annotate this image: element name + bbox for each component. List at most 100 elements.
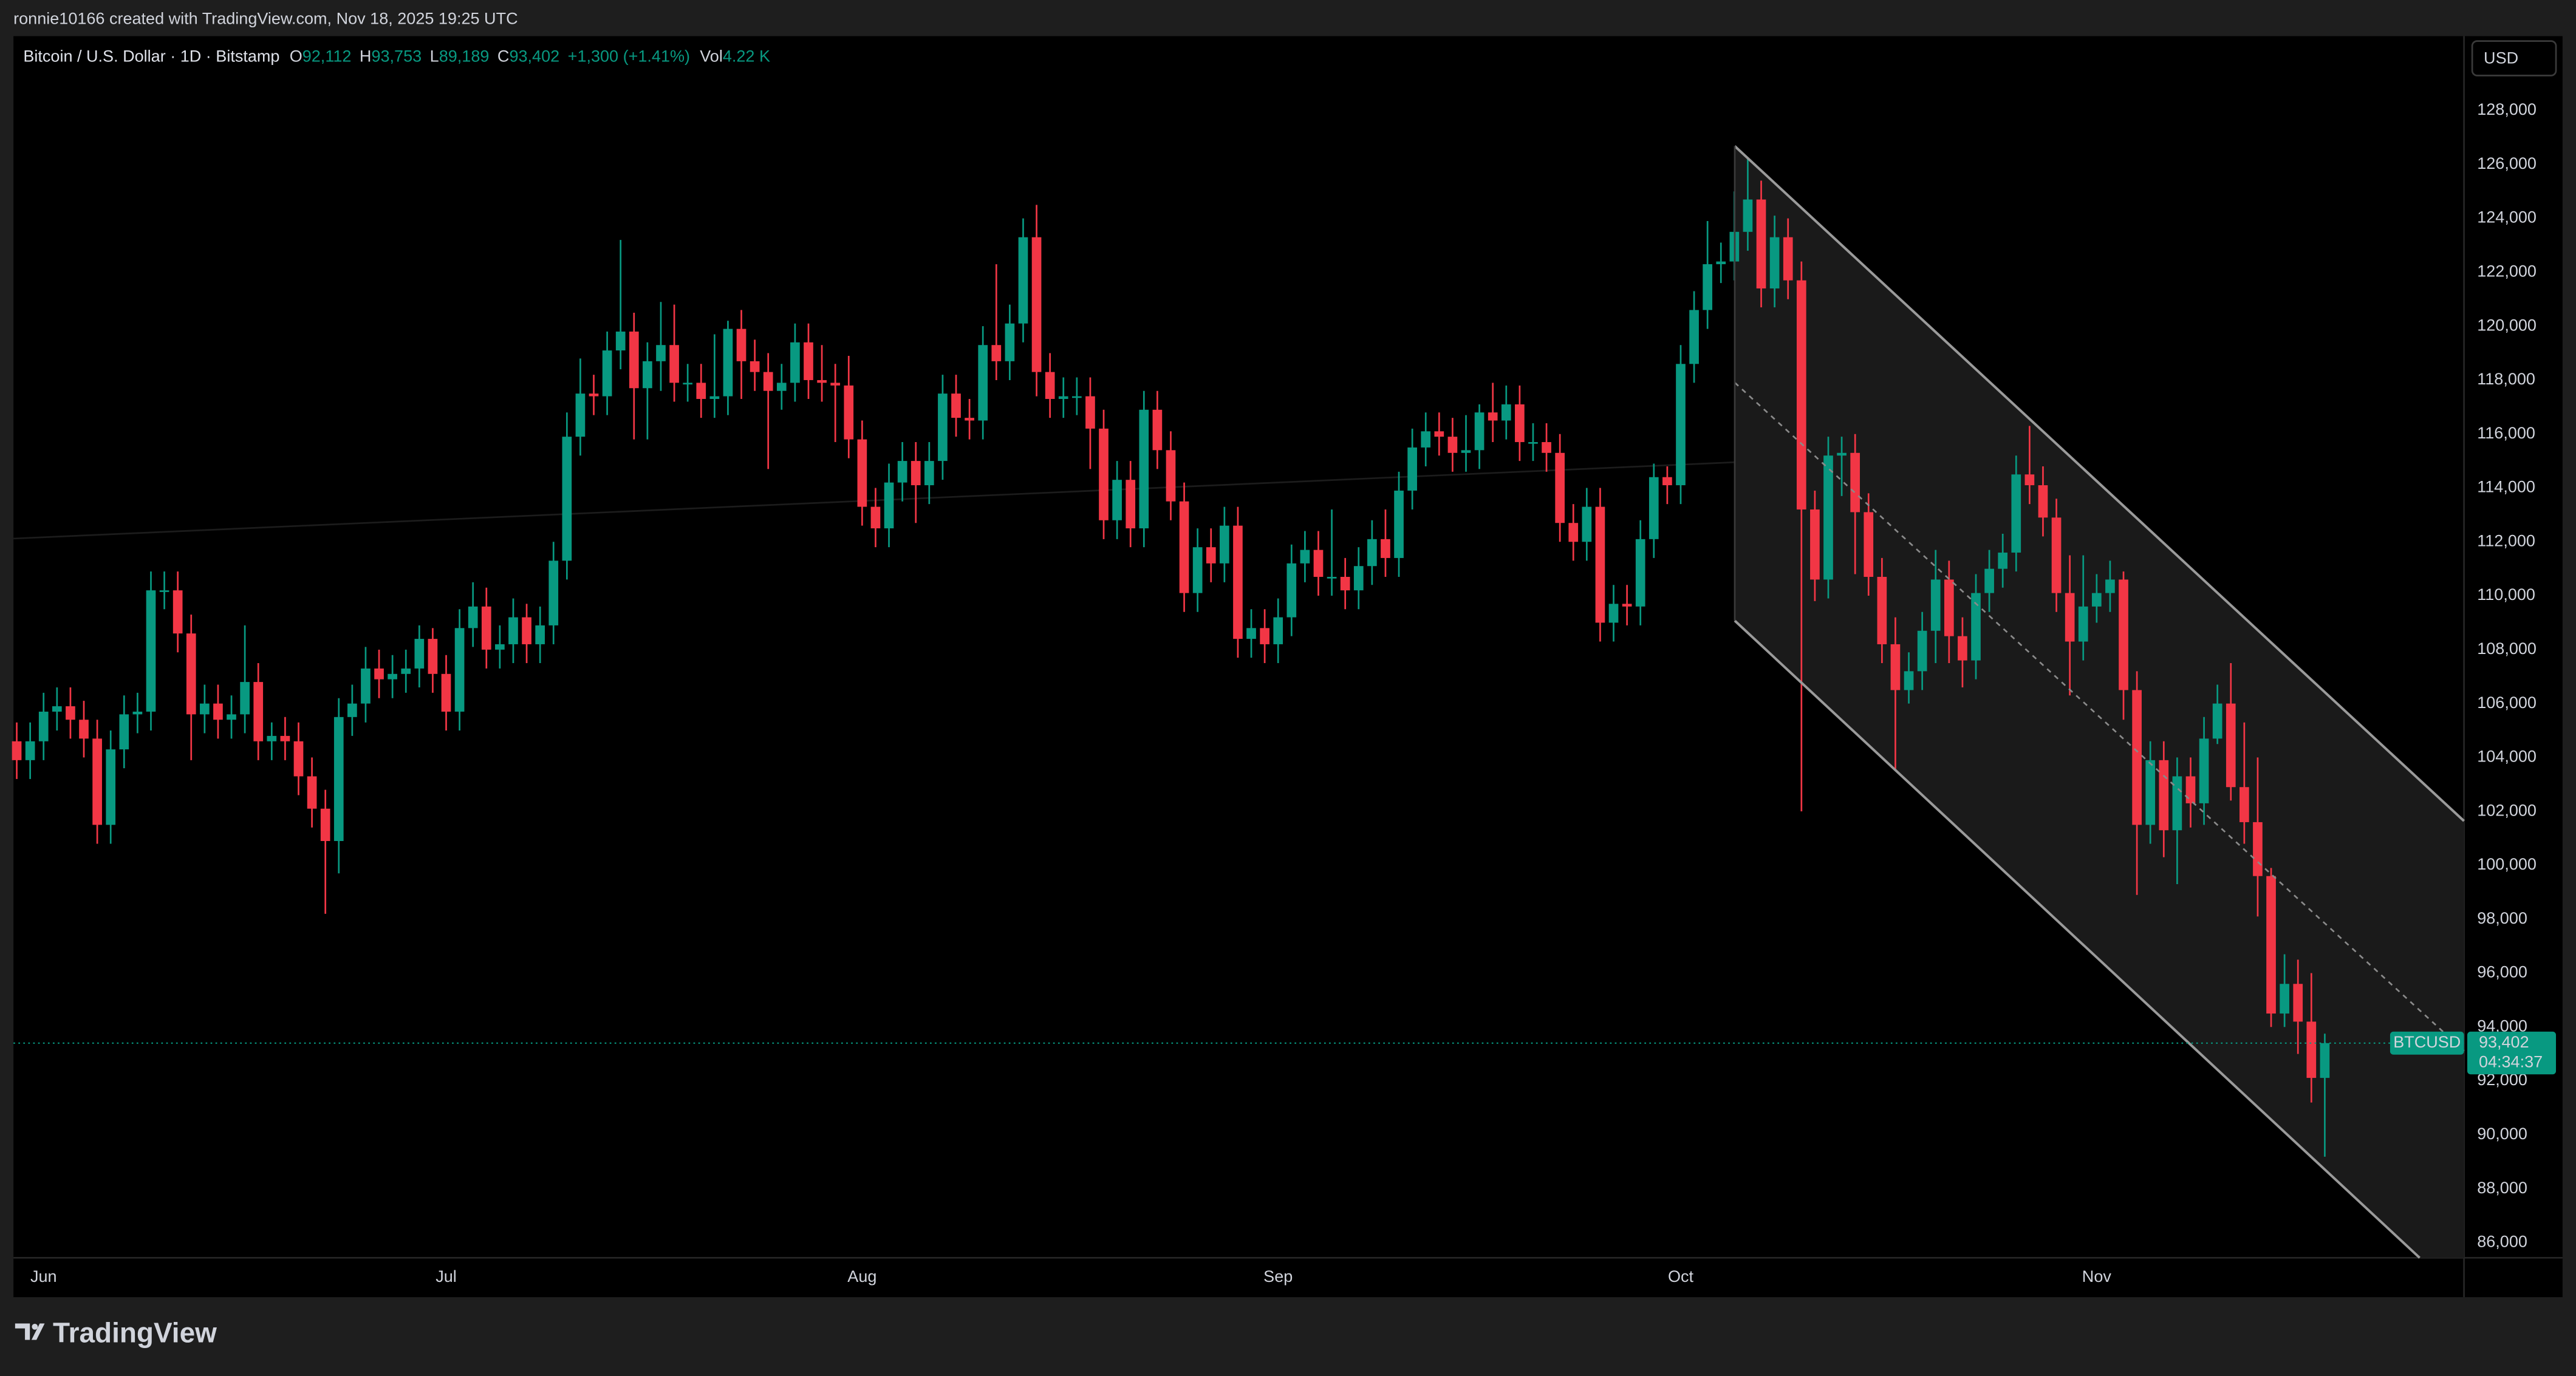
candle-body — [2065, 593, 2075, 642]
candle-body — [1890, 644, 1901, 690]
candle-body — [1716, 261, 1726, 265]
candle-body — [401, 668, 411, 674]
legend-key: C — [497, 47, 510, 66]
candle-body — [696, 383, 706, 400]
candle-body — [2051, 517, 2062, 593]
candle-body — [1126, 480, 1136, 529]
candle-body — [1648, 477, 1659, 539]
candle-body — [1112, 480, 1122, 520]
candle-body — [1930, 579, 1941, 631]
candle-body — [1783, 237, 1793, 281]
candle-body — [575, 393, 586, 437]
legend-value: 93,753 — [371, 47, 422, 66]
candle-body — [2132, 690, 2142, 825]
y-tick-label: 110,000 — [2477, 585, 2535, 604]
candle-body — [1944, 579, 1954, 636]
candle-body — [2320, 1043, 2330, 1078]
candle-body — [643, 361, 652, 389]
candle-body — [428, 639, 438, 674]
symbol-tag — [2390, 1031, 2464, 1055]
y-tick-label: 116,000 — [2477, 424, 2535, 442]
candle-body — [267, 735, 277, 741]
candle-body — [1367, 539, 1377, 567]
candle-body — [146, 590, 156, 712]
candle-body — [1353, 566, 1364, 591]
candle-body — [2011, 474, 2021, 553]
candle-body — [25, 741, 35, 760]
y-tick-label: 120,000 — [2477, 316, 2537, 334]
candle-body — [2159, 760, 2169, 831]
y-tick-label: 102,000 — [2477, 801, 2537, 819]
candle-body — [253, 682, 264, 741]
candle-body — [1864, 512, 1874, 577]
candle-body — [441, 673, 451, 712]
candle-body — [1031, 237, 1042, 372]
x-tick-label: Aug — [847, 1267, 876, 1286]
candle-body — [897, 461, 907, 483]
candle-body — [1313, 550, 1324, 577]
candle-body — [790, 342, 800, 383]
legend-value: 89,189 — [439, 47, 490, 66]
candle-body — [1099, 428, 1109, 520]
currency-label[interactable]: USD — [2484, 49, 2518, 67]
candle-body — [830, 383, 841, 386]
candle-body — [1971, 593, 1981, 661]
candle-body — [1796, 280, 1806, 510]
candle-body — [1622, 604, 1632, 607]
legend: Bitcoin / U.S. Dollar · 1D · Bitstamp O92… — [23, 47, 770, 66]
candle-body — [1676, 364, 1686, 486]
y-tick-label: 118,000 — [2477, 370, 2535, 388]
candle-body — [1582, 506, 1592, 542]
candle-body — [2226, 703, 2236, 788]
candle-body — [200, 703, 210, 715]
brand-logo — [15, 1323, 45, 1340]
candle-body — [910, 461, 921, 486]
legend-value: 93,402 — [509, 47, 559, 66]
candle-body — [1917, 630, 1927, 672]
y-tick-label: 124,000 — [2477, 208, 2537, 226]
candle-body — [736, 329, 746, 361]
candle-body — [804, 342, 813, 380]
candle-body — [1542, 442, 1551, 453]
x-tick-label: Oct — [1668, 1267, 1694, 1286]
y-tick-label: 88,000 — [2477, 1179, 2527, 1197]
candle-body — [1877, 576, 1887, 644]
candle-body — [1810, 509, 1820, 580]
candle-body — [1823, 455, 1833, 580]
candle-body — [2092, 593, 2102, 607]
candle-body — [723, 329, 733, 397]
currency-button[interactable] — [2471, 40, 2557, 77]
brand: TradingView — [53, 1317, 217, 1349]
candle-body — [1568, 523, 1579, 542]
candle-body — [1058, 396, 1068, 400]
price-tag — [2467, 1031, 2557, 1075]
candle-body — [66, 706, 75, 720]
candle-body — [602, 350, 612, 397]
candle-body — [414, 639, 425, 669]
candle-body — [320, 808, 330, 842]
candle-body — [388, 673, 397, 679]
candle-body — [1300, 550, 1310, 564]
y-tick-label: 122,000 — [2477, 262, 2537, 281]
candle-body — [92, 738, 102, 825]
legend-value: 92,112 — [302, 47, 352, 66]
candle-body — [38, 711, 49, 741]
y-tick-label: 128,000 — [2477, 100, 2537, 118]
candle-body — [817, 380, 827, 383]
candle-body — [1246, 628, 1256, 639]
candle-body — [1139, 409, 1149, 529]
candle-body — [2145, 760, 2156, 825]
x-tick-label: Sep — [1263, 1267, 1293, 1286]
legend-key: L — [430, 47, 439, 66]
x-tick-label: Nov — [2082, 1267, 2112, 1286]
candle-body — [1286, 563, 1297, 618]
candle-body — [106, 749, 116, 825]
candle-body — [1837, 452, 1847, 456]
candle-body — [2024, 474, 2035, 486]
y-tick-label: 114,000 — [2477, 478, 2535, 496]
candle-body — [2119, 579, 2128, 690]
candle-body — [173, 590, 183, 634]
y-tick-label: 98,000 — [2477, 909, 2527, 927]
candle-body — [2185, 776, 2196, 803]
